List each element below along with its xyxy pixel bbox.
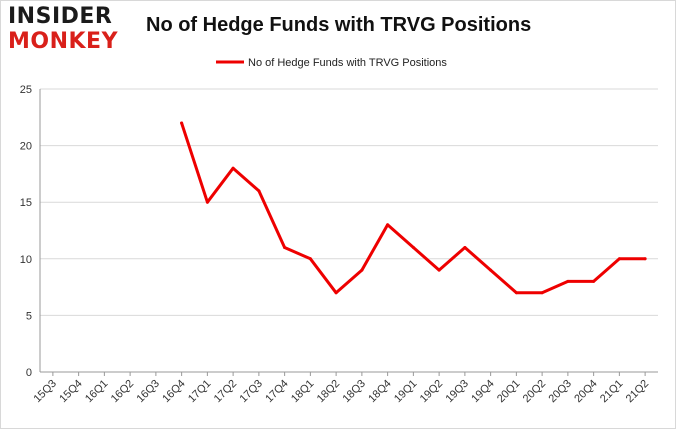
data-point-19Q3 xyxy=(463,246,467,249)
x-tick-label-16Q2: 16Q2 xyxy=(109,378,137,406)
logo-line-2: MONKEY xyxy=(8,29,119,54)
logo-line-1: INSIDER xyxy=(8,4,113,29)
x-tick-label-20Q1: 20Q1 xyxy=(495,378,523,406)
data-point-17Q3 xyxy=(257,189,261,193)
x-tick-label-15Q4: 15Q4 xyxy=(57,378,85,406)
y-tick-label-15: 15 xyxy=(20,197,32,209)
x-tick-label-17Q1: 17Q1 xyxy=(186,378,214,406)
data-point-20Q3 xyxy=(566,279,570,283)
data-point-19Q1 xyxy=(411,246,415,249)
x-tick-label-17Q3: 17Q3 xyxy=(237,378,265,406)
x-tick-label-21Q1: 21Q1 xyxy=(598,378,626,406)
x-tick-label-20Q2: 20Q2 xyxy=(521,378,549,406)
chart-title: No of Hedge Funds with TRVG Positions xyxy=(146,14,532,36)
y-tick-label-0: 0 xyxy=(26,367,32,379)
x-tick-label-16Q3: 16Q3 xyxy=(134,378,162,406)
grid-lines xyxy=(40,88,658,316)
data-point-18Q2 xyxy=(334,291,338,295)
data-point-16Q4 xyxy=(180,121,184,125)
data-point-20Q1 xyxy=(514,291,518,295)
y-axis-ticks: 0 5 10 15 20 25 xyxy=(20,84,32,379)
x-tick-label-18Q2: 18Q2 xyxy=(315,378,343,406)
data-point-19Q4 xyxy=(489,268,493,272)
x-tick-label-19Q1: 19Q1 xyxy=(392,378,420,406)
x-tick-label-18Q3: 18Q3 xyxy=(340,378,368,406)
y-tick-label-20: 20 xyxy=(20,141,32,153)
x-tick-label-16Q4: 16Q4 xyxy=(160,378,188,406)
x-tick-label-16Q1: 16Q1 xyxy=(83,378,111,406)
data-point-18Q3 xyxy=(360,268,364,272)
x-tick-label-18Q1: 18Q1 xyxy=(289,378,317,406)
x-tick-label-17Q2: 17Q2 xyxy=(212,378,240,406)
data-point-19Q2 xyxy=(437,268,441,272)
insider-monkey-logo: INSIDER MONKEY xyxy=(6,4,126,56)
series-group xyxy=(180,121,647,295)
x-tick-label-21Q2: 21Q2 xyxy=(624,378,652,406)
y-tick-label-10: 10 xyxy=(20,254,32,266)
legend: No of Hedge Funds with TRVG Positions xyxy=(216,57,447,69)
data-point-20Q4 xyxy=(592,279,596,283)
x-tick-label-19Q2: 19Q2 xyxy=(418,378,446,406)
data-point-18Q4 xyxy=(386,223,390,227)
x-axis-ticks: 15Q315Q416Q116Q216Q316Q417Q117Q217Q317Q4… xyxy=(31,372,651,405)
data-point-21Q2 xyxy=(643,257,647,261)
data-point-17Q1 xyxy=(205,200,209,204)
y-tick-label-25: 25 xyxy=(20,84,32,96)
x-tick-label-19Q3: 19Q3 xyxy=(443,378,471,406)
x-tick-label-17Q4: 17Q4 xyxy=(263,378,291,406)
x-tick-label-19Q4: 19Q4 xyxy=(469,378,497,406)
data-point-17Q4 xyxy=(283,246,287,249)
x-tick-label-20Q4: 20Q4 xyxy=(572,378,600,406)
data-point-18Q1 xyxy=(308,257,312,261)
x-tick-label-15Q3: 15Q3 xyxy=(31,378,59,406)
legend-label: No of Hedge Funds with TRVG Positions xyxy=(248,57,447,69)
axes xyxy=(39,89,658,373)
x-tick-label-20Q3: 20Q3 xyxy=(546,378,574,406)
y-tick-label-5: 5 xyxy=(26,310,32,322)
series-line-0 xyxy=(180,121,647,295)
data-point-21Q1 xyxy=(617,257,621,261)
x-tick-label-18Q4: 18Q4 xyxy=(366,378,394,406)
data-point-20Q2 xyxy=(540,291,544,295)
data-point-17Q2 xyxy=(231,166,235,170)
